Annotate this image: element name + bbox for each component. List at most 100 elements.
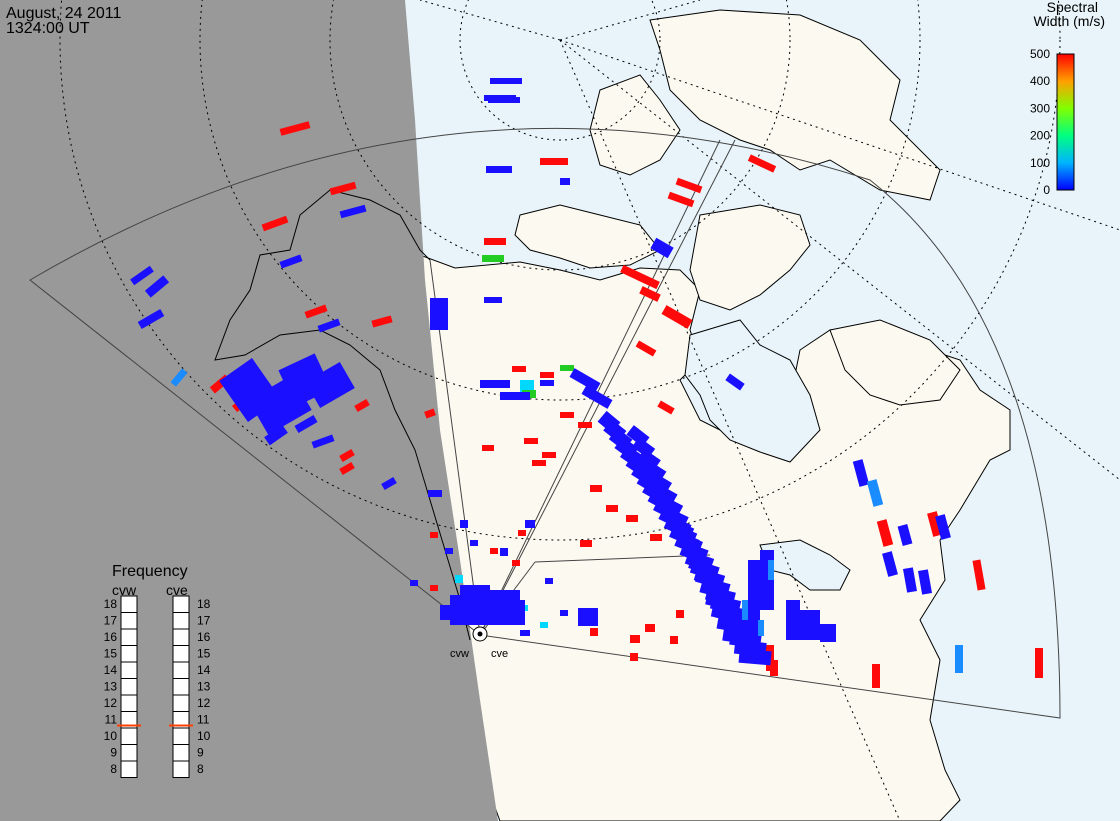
echo-cell [688,556,711,575]
echo-cell [480,380,510,388]
alaska-coast [214,189,471,641]
echo-cell [484,238,506,245]
echo-cell [645,624,655,632]
echo-cell [738,648,772,666]
colorbar-gradient [1056,53,1075,191]
colorbar-tick-label: 100 [1030,156,1050,170]
land-arctic-islands [514,204,661,269]
echo-cell [329,181,357,196]
frequency-tick-label: 18 [197,597,211,611]
echo-cell [725,373,745,391]
echo-cell [305,362,355,408]
echo-cell [581,385,613,409]
colorbar-tick-label: 400 [1030,74,1050,88]
echo-cell [490,78,522,84]
echo-cell [635,340,657,357]
echo-cell [650,534,662,541]
echo-cell [170,368,188,387]
frequency-tick-label: 17 [104,614,118,628]
echo-cell [484,95,516,101]
frequency-tick-label: 15 [197,647,211,661]
echo-cell [716,616,739,632]
echo-cell [304,304,328,319]
radar-site-dot [477,631,483,637]
echo-cell [490,548,498,554]
colorbar-tick-label: 0 [1043,183,1050,197]
echo-cell [676,532,700,552]
echo-cell [560,610,568,616]
echo-cell [545,578,553,584]
echo-cell [935,514,951,540]
frequency-tick-label: 16 [104,630,118,644]
echo-cell [470,540,478,546]
echo-cell [670,636,678,644]
echo-cell [560,412,574,418]
echo-cell [852,459,870,487]
echo-cell [339,461,355,476]
echo-cell [578,422,592,428]
echo-cell [650,237,674,259]
echo-cell [505,600,525,625]
frequency-tick-label: 17 [197,614,211,628]
frequency-tick-label: 16 [197,630,211,644]
frequency-scale-cvw [120,595,138,778]
echo-cell [410,580,418,586]
frequency-tick-label: 13 [104,680,118,694]
echo-cell [279,121,311,136]
echo-cell [261,215,289,232]
time-label: 1324:00 UT [6,20,90,37]
echo-cell [430,532,438,538]
timestamp-header: August, 24 2011 1324:00 UT [6,6,121,37]
echo-cell [682,544,706,563]
echo-cell [580,540,592,547]
echo-cell [311,434,335,449]
echo-cell [500,548,508,556]
echo-cell [590,628,598,636]
frequency-tick-label: 14 [104,663,118,677]
echo-cell [786,600,800,640]
echo-cell [722,628,744,644]
colorbar-title-line1: Spectral [1047,0,1098,15]
echo-cell [525,520,535,528]
echo-cell [264,424,288,446]
echo-cell [768,560,774,580]
echo-cell [381,476,397,491]
echo-cell [639,286,661,302]
echo-cell [667,191,695,208]
echo-cell [657,400,675,415]
echo-cell [699,580,722,598]
frequency-tick-label: 15 [104,647,118,661]
frequency-panel: Frequency cvw cve 18 17 16 15 14 13 12 11 10 9 8 18… [104,563,211,778]
echo-cell [578,608,598,626]
echo-cell [279,254,303,269]
frequency-tick-label: 9 [197,746,204,760]
echo-cell [620,264,660,290]
echo-cell [430,298,448,330]
echo-cell [897,524,913,546]
echo-cell [520,630,530,636]
echo-cell [144,275,170,298]
echo-cell [460,520,468,528]
frequency-title: Frequency [112,563,188,580]
echo-cell [742,600,748,620]
echo-cell [500,392,530,400]
great-lakes [759,539,851,591]
echo-cell [902,567,918,593]
echo-cell [693,568,717,586]
echo-cell [532,460,546,466]
frequency-tick-label: 13 [197,680,211,694]
echo-cell [430,585,438,591]
land-baffin [689,204,811,311]
echo-cell [665,508,689,529]
echo-cell [671,520,695,540]
echo-cell [540,372,554,378]
echo-cell [354,398,370,413]
echo-cell [770,660,778,676]
echo-cell [872,664,880,688]
colorbar-title-line2: Width (m/s) [1033,13,1105,29]
echo-cell [630,653,638,661]
frequency-tick-label: 9 [110,746,117,760]
echo-cell [294,415,318,433]
echo-cell [1035,648,1043,678]
land-ellesmere [589,74,681,176]
